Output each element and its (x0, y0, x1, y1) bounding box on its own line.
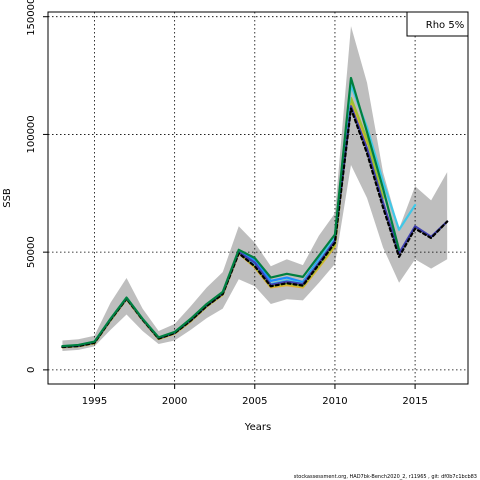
legend-label: Rho 5% (426, 20, 464, 31)
x-tick-label: 1995 (82, 396, 107, 407)
series-layer (61, 76, 449, 349)
series-line-7 (61, 76, 401, 348)
x-axis-title: Years (244, 422, 271, 433)
x-tick-label: 2005 (242, 396, 267, 407)
legend: Rho 5% (406, 11, 469, 37)
x-tick-label: 2010 (322, 396, 347, 407)
x-axis: 1995 2000 2005 2010 2015 (82, 384, 428, 407)
x-tick-label: 2015 (402, 396, 427, 407)
plot-frame (47, 11, 469, 385)
legend-box (406, 11, 469, 37)
y-tick-label: 0 (26, 367, 37, 373)
y-axis-title: SSB (2, 188, 13, 208)
y-tick-label: 50000 (26, 236, 37, 268)
y-tick-label: 150000 (26, 0, 37, 36)
y-tick-label: 100000 (26, 115, 37, 153)
footer-note: stockassessment.org, HAD7bk-Bench2020_2,… (294, 474, 477, 480)
y-axis: 0 50000 100000 150000 (26, 0, 48, 373)
x-tick-label: 2000 (162, 396, 187, 407)
